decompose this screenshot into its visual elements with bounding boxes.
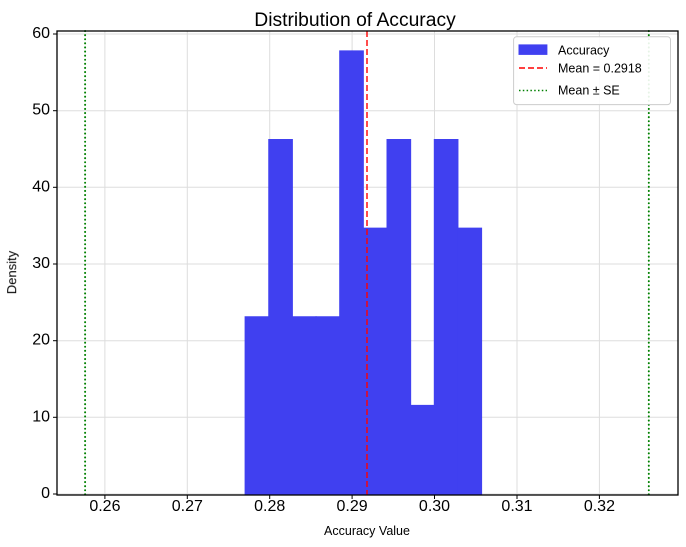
svg-text:60: 60 [32,25,50,42]
svg-text:40: 40 [32,178,50,195]
svg-text:0.32: 0.32 [584,498,615,515]
svg-text:0.27: 0.27 [172,498,203,515]
svg-text:Mean = 0.2918: Mean = 0.2918 [558,62,642,76]
svg-text:Accuracy: Accuracy [558,44,610,58]
svg-text:0.26: 0.26 [89,498,120,515]
svg-text:10: 10 [32,408,50,425]
svg-text:20: 20 [32,332,50,349]
svg-text:30: 30 [32,255,50,272]
svg-text:Mean ± SE: Mean ± SE [558,84,620,98]
svg-text:50: 50 [32,102,50,119]
svg-text:Accuracy Value: Accuracy Value [324,524,410,538]
svg-text:0.31: 0.31 [501,498,532,515]
svg-text:0: 0 [41,485,50,502]
svg-text:0.28: 0.28 [254,498,285,515]
svg-text:0.30: 0.30 [419,498,450,515]
svg-text:Distribution of Accuracy: Distribution of Accuracy [254,10,456,31]
svg-text:0.29: 0.29 [337,498,368,515]
